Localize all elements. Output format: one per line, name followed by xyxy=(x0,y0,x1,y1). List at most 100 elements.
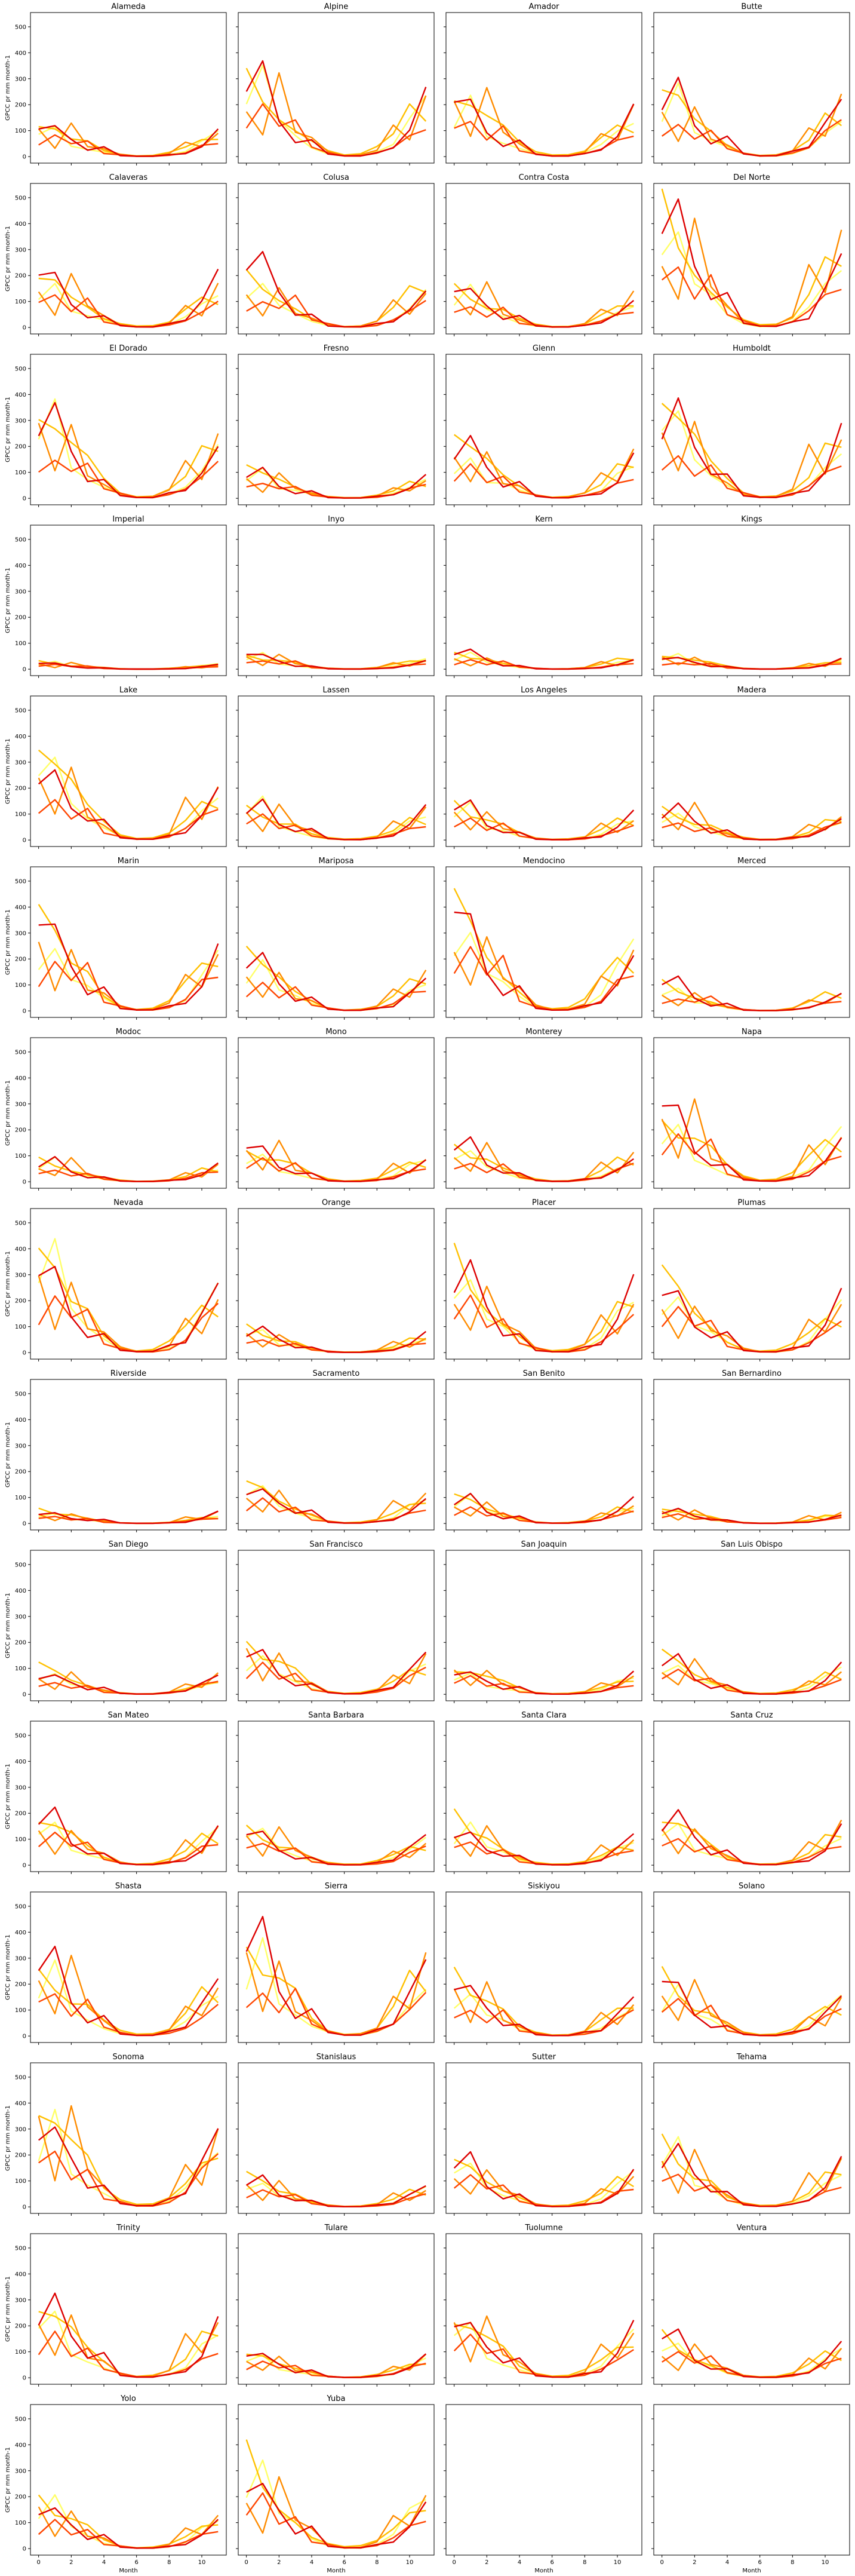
axes-frame xyxy=(238,866,435,1018)
y-tick-label: 500 xyxy=(15,2074,26,2081)
series-line-5 xyxy=(453,1136,634,1182)
series-line-3 xyxy=(38,2105,219,2207)
axes-frame xyxy=(238,354,435,505)
x-tick-label: 8 xyxy=(375,2559,379,2566)
y-tick-label: 300 xyxy=(15,2297,26,2304)
panel-title: Tuolumne xyxy=(525,2224,563,2232)
axes-frame xyxy=(653,1891,850,2043)
panel-plumas: Plumas xyxy=(651,1198,850,1361)
series-line-3 xyxy=(661,93,842,157)
panel-title: Santa Cruz xyxy=(730,1711,773,1720)
series-line-5 xyxy=(246,2483,427,2549)
series-line-4 xyxy=(38,134,219,157)
series-line-2 xyxy=(453,888,635,1010)
y-axis-label: GPCC pr mm month-1 xyxy=(5,738,11,804)
y-tick-label: 400 xyxy=(15,221,26,228)
series-line-1 xyxy=(245,959,426,1011)
panel-tehama: Tehama xyxy=(651,2053,850,2216)
y-tick-label: 300 xyxy=(15,2468,26,2474)
series-line-5 xyxy=(245,60,427,157)
series-line-4 xyxy=(38,2330,219,2378)
series-line-1 xyxy=(245,795,426,841)
x-tick-label: 10 xyxy=(822,2559,829,2566)
series-line-3 xyxy=(661,1304,842,1353)
y-tick-label: 100 xyxy=(15,2007,26,2014)
series-line-5 xyxy=(38,2292,219,2378)
y-tick-label: 300 xyxy=(15,1101,26,1108)
y-tick-label: 100 xyxy=(15,2520,26,2526)
panel-title: Imperial xyxy=(112,515,144,524)
y-axis-label: GPCC pr mm month-1 xyxy=(5,397,11,462)
axes-frame xyxy=(445,695,642,847)
x-tick-label: 10 xyxy=(614,2559,622,2566)
x-tick-label: 2 xyxy=(485,2559,488,2566)
series-line-5 xyxy=(454,1985,635,2037)
axes-frame xyxy=(30,1208,227,1360)
series-line-5 xyxy=(661,1652,842,1695)
series-line-3 xyxy=(661,1979,842,2037)
series-line-1 xyxy=(38,398,219,498)
panel-fresno: Fresno xyxy=(236,344,435,507)
panel-riverside: Riverside 0 100 200 300 400 500 GPCC pr mm mont… xyxy=(5,1369,227,1532)
panel-stanislaus: Stanislaus xyxy=(236,2053,435,2216)
series-line-5 xyxy=(454,1670,635,1695)
y-tick-label: 400 xyxy=(15,734,26,740)
panel-title: Shasta xyxy=(115,1882,142,1891)
series-line-2 xyxy=(661,403,842,498)
x-tick-label: 0 xyxy=(244,2559,248,2566)
panel-san-bernardino: San Bernardino xyxy=(651,1369,850,1532)
panel-placer: Placer xyxy=(444,1198,642,1361)
series-line-2 xyxy=(245,805,426,840)
axes-frame xyxy=(445,525,642,676)
panel-title: Siskiyou xyxy=(528,1882,560,1891)
series-line-3 xyxy=(38,1671,219,1695)
y-tick-label: 200 xyxy=(15,1811,26,1817)
panel-title: Alameda xyxy=(111,2,145,11)
x-axis-label: Month xyxy=(119,2568,137,2574)
panel-title: Yuba xyxy=(327,2394,346,2403)
series-line-3 xyxy=(661,421,842,499)
panel-title: Santa Barbara xyxy=(308,1711,364,1720)
y-tick-label: 0 xyxy=(23,2204,26,2211)
y-tick-label: 500 xyxy=(15,1391,26,1397)
series-line-5 xyxy=(661,802,842,841)
axes-frame xyxy=(30,1891,227,2043)
y-tick-label: 200 xyxy=(15,273,26,280)
series-line-4 xyxy=(661,266,842,327)
series-line-5 xyxy=(453,1259,635,1353)
panel-marin: Marin 0 100 200 300 400 500 GPCC pr mm month-1 xyxy=(5,857,227,1020)
y-tick-label: 0 xyxy=(23,2375,26,2382)
y-tick-label: 500 xyxy=(15,1903,26,1910)
x-tick-label: 2 xyxy=(69,2559,73,2566)
y-axis-label: GPCC pr mm month-1 xyxy=(5,1764,11,1829)
series-line-4 xyxy=(662,821,842,841)
axes-frame xyxy=(445,1891,642,2043)
series-line-4 xyxy=(453,463,634,499)
axes-frame xyxy=(238,12,435,164)
y-tick-label: 400 xyxy=(15,1417,26,1424)
y-tick-label: 500 xyxy=(15,536,26,543)
x-tick-label: 6 xyxy=(758,2559,761,2566)
panel-title: Yolo xyxy=(120,2394,136,2403)
series-line-5 xyxy=(246,654,426,670)
y-tick-label: 400 xyxy=(15,392,26,398)
series-line-5 xyxy=(38,1945,219,2037)
y-tick-label: 500 xyxy=(15,1562,26,1568)
x-axis-label: Month xyxy=(534,2568,553,2574)
y-tick-label: 500 xyxy=(15,1732,26,1739)
y-tick-label: 300 xyxy=(15,2126,26,2133)
series-line-5 xyxy=(38,401,219,499)
series-line-4 xyxy=(453,2333,634,2378)
series-line-4 xyxy=(454,1506,634,1524)
panel-sonoma: Sonoma 0 100 200 300 400 500 GPCC pr mm month-1 xyxy=(5,2053,227,2216)
series-line-4 xyxy=(245,2492,426,2549)
y-tick-label: 200 xyxy=(15,786,26,792)
series-line-5 xyxy=(245,798,427,841)
series-line-1 xyxy=(245,467,426,499)
panel-trinity: Trinity 0 100 200 300 400 500 GPCC pr mm month-… xyxy=(5,2224,227,2387)
axes-frame xyxy=(30,1550,227,1701)
y-tick-label: 400 xyxy=(15,2100,26,2107)
panel-title: Solano xyxy=(739,1882,765,1891)
y-tick-label: 300 xyxy=(15,247,26,253)
series-line-5 xyxy=(454,799,635,841)
